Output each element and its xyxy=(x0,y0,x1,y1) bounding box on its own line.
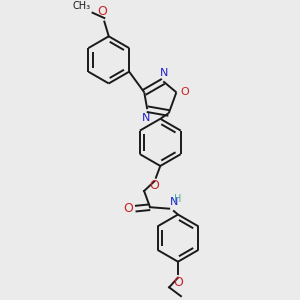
Text: O: O xyxy=(181,87,190,97)
Text: O: O xyxy=(123,202,133,215)
Text: O: O xyxy=(173,275,183,289)
Text: N: N xyxy=(160,68,168,77)
Text: CH₃: CH₃ xyxy=(73,1,91,11)
Text: O: O xyxy=(97,5,107,18)
Text: N: N xyxy=(170,197,178,207)
Text: H: H xyxy=(175,194,182,204)
Text: O: O xyxy=(149,179,159,192)
Text: N: N xyxy=(142,113,150,123)
